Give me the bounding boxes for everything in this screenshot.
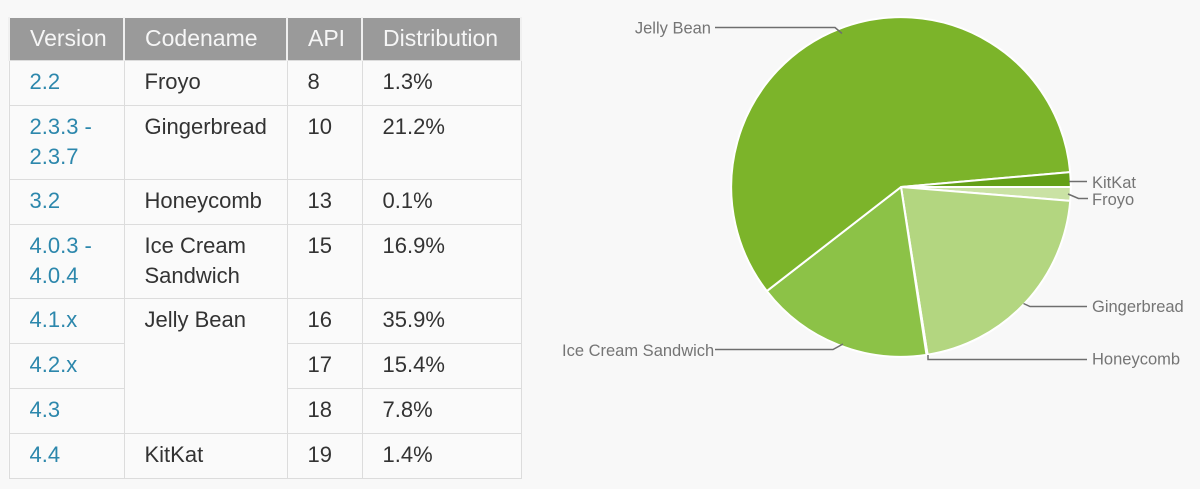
- svg-text:Honeycomb: Honeycomb: [1092, 351, 1180, 369]
- svg-text:Jelly Bean: Jelly Bean: [635, 20, 711, 38]
- svg-text:Gingerbread: Gingerbread: [1092, 298, 1184, 316]
- svg-text:Froyo: Froyo: [1092, 191, 1134, 209]
- svg-text:KitKat: KitKat: [1092, 174, 1136, 192]
- svg-text:Ice Cream Sandwich: Ice Cream Sandwich: [562, 342, 714, 360]
